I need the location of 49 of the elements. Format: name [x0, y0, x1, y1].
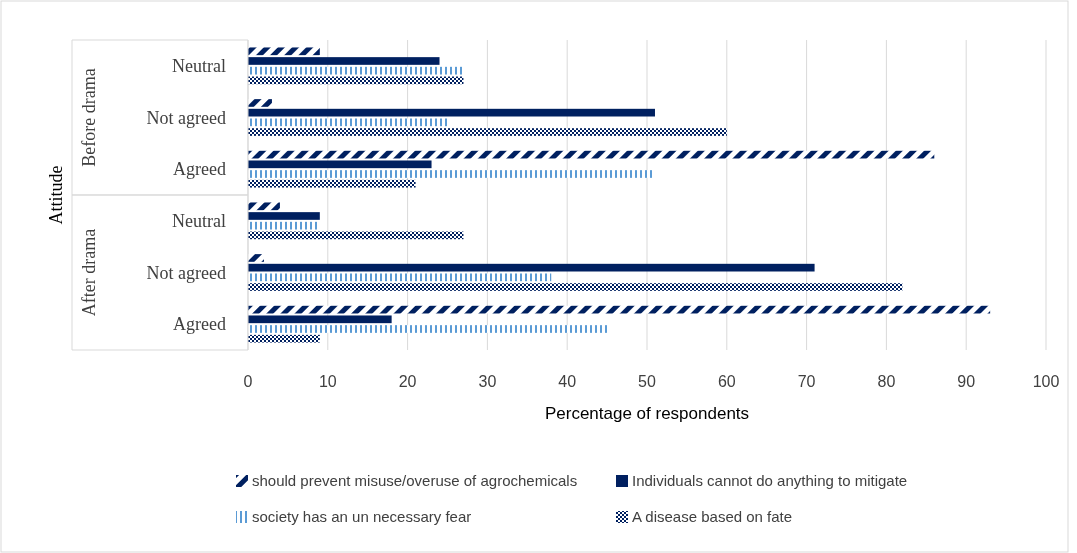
x-tick-label: 30	[478, 373, 497, 390]
bar	[248, 150, 935, 159]
bar	[248, 99, 272, 107]
x-tick-label: 70	[797, 373, 816, 390]
bar	[248, 118, 448, 127]
y-tick-label: Neutral	[172, 55, 226, 76]
x-tick-label: 40	[558, 373, 577, 390]
bar	[248, 283, 903, 291]
bar	[248, 170, 655, 178]
x-tick-label: 80	[877, 373, 896, 390]
y-tick-label: Not agreed	[146, 262, 226, 283]
legend-label: Individuals cannot do anything to mitigate	[632, 472, 908, 489]
bar	[248, 231, 464, 240]
x-tick-label: 50	[638, 373, 656, 390]
x-tick-label: 20	[398, 373, 417, 390]
bar	[248, 179, 416, 188]
bar	[248, 66, 464, 75]
bar	[248, 128, 727, 136]
bar	[248, 263, 815, 272]
bar	[248, 108, 655, 117]
legend-label: society has an un necessary fear	[252, 508, 472, 525]
bar	[248, 254, 264, 262]
y-tick-label: Neutral	[172, 210, 226, 231]
bar	[248, 76, 464, 85]
text: After drama	[79, 228, 99, 317]
y-axis-title: Attitude	[46, 165, 66, 225]
x-tick-label: 100	[1032, 373, 1060, 390]
legend-label: should prevent misuse/overuse of agrochemicals	[252, 472, 578, 489]
legend-label: A disease based on fate	[632, 508, 793, 525]
bar	[248, 202, 280, 211]
bar	[248, 160, 432, 169]
y-tick-label: Agreed	[173, 159, 226, 180]
bar	[248, 325, 608, 333]
bar	[248, 57, 440, 65]
bar	[248, 47, 320, 56]
x-tick-label: 0	[243, 373, 253, 390]
bar	[248, 273, 552, 282]
bar	[248, 315, 392, 324]
x-tick-label: 60	[717, 373, 736, 390]
x-axis-title: Percentage of respondents	[544, 404, 750, 423]
x-tick-label: 10	[318, 373, 337, 390]
bar	[248, 221, 320, 230]
text: Before drama	[79, 68, 99, 167]
bar	[248, 305, 991, 314]
bar	[248, 212, 320, 220]
bar	[248, 334, 320, 343]
y-tick-label: Agreed	[173, 314, 226, 335]
x-tick-label: 90	[957, 373, 976, 390]
y-tick-label: Not agreed	[146, 107, 226, 128]
